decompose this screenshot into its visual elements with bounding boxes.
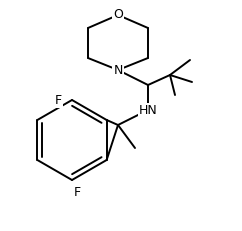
Text: HN: HN [139, 103, 157, 116]
Text: F: F [73, 185, 81, 198]
Text: N: N [113, 64, 123, 76]
Text: O: O [113, 9, 123, 21]
Text: F: F [54, 94, 61, 106]
